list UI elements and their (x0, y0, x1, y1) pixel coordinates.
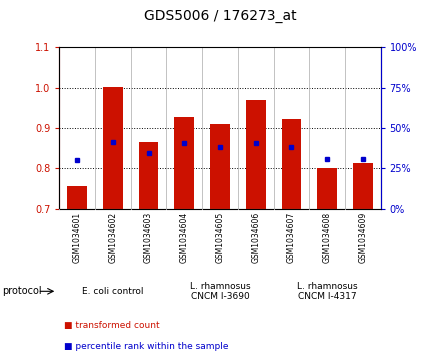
Bar (282, 119, 301, 209)
Text: ■ transformed count: ■ transformed count (64, 321, 159, 330)
Text: L. rhamnosus
CNCM I-3690: L. rhamnosus CNCM I-3690 (190, 282, 250, 301)
Bar (317, 168, 337, 209)
Text: L. rhamnosus
CNCM I-4317: L. rhamnosus CNCM I-4317 (297, 282, 357, 301)
Text: E. coli control: E. coli control (82, 287, 144, 296)
Bar (103, 87, 123, 209)
Text: GSM1034608: GSM1034608 (323, 212, 332, 263)
Text: GSM1034605: GSM1034605 (216, 212, 224, 263)
Text: GSM1034603: GSM1034603 (144, 212, 153, 263)
Text: GSM1034602: GSM1034602 (108, 212, 117, 263)
Text: GSM1034601: GSM1034601 (73, 212, 82, 263)
Bar (139, 142, 158, 209)
Bar (353, 163, 373, 209)
Bar (67, 186, 87, 209)
Bar (246, 101, 265, 209)
Text: GSM1034606: GSM1034606 (251, 212, 260, 263)
Text: GSM1034609: GSM1034609 (358, 212, 367, 263)
Text: ■ percentile rank within the sample: ■ percentile rank within the sample (64, 342, 228, 351)
Text: GSM1034607: GSM1034607 (287, 212, 296, 263)
Bar (175, 117, 194, 209)
Bar (210, 124, 230, 209)
Text: GSM1034604: GSM1034604 (180, 212, 189, 263)
Text: protocol: protocol (2, 286, 42, 296)
Text: GDS5006 / 176273_at: GDS5006 / 176273_at (144, 9, 296, 23)
